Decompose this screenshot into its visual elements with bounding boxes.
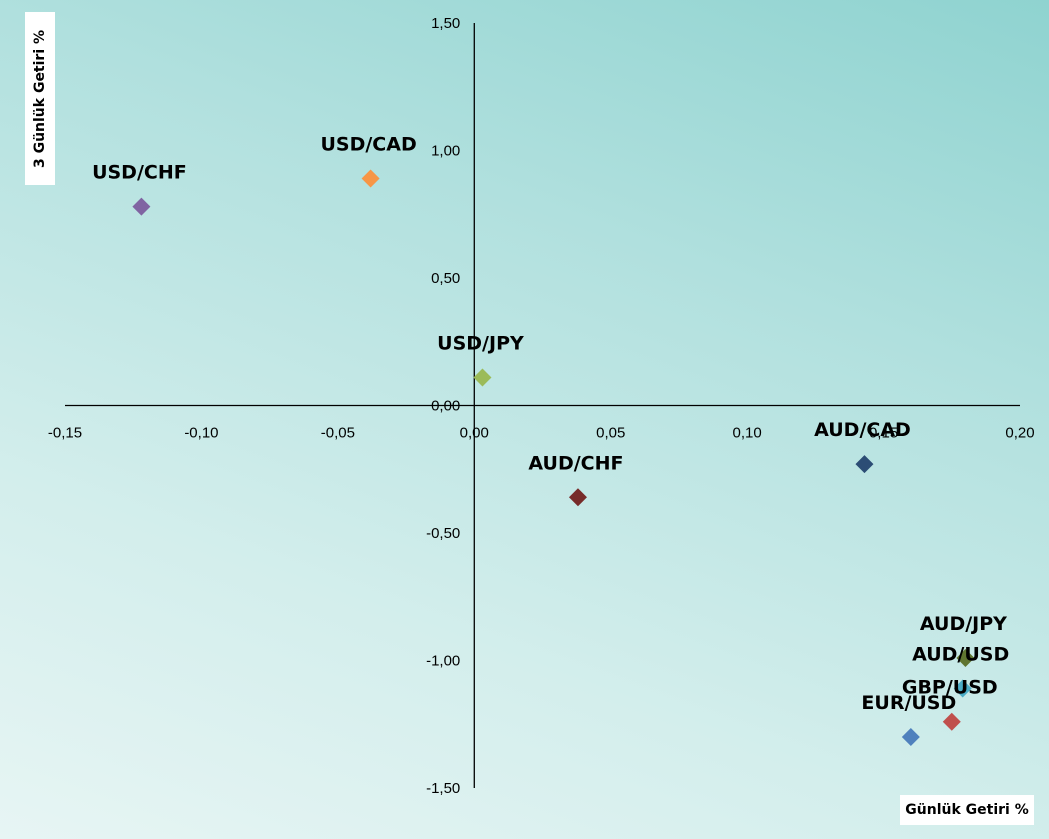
x-tick-label: 0,15 xyxy=(869,425,898,442)
y-tick-label: 0,00 xyxy=(431,398,460,415)
y-tick-label: -1,50 xyxy=(426,780,460,797)
x-tick-label: 0,10 xyxy=(733,425,762,442)
data-label: GBP/USD xyxy=(902,677,998,699)
data-label: AUD/CHF xyxy=(528,452,623,474)
y-tick-label: -0,50 xyxy=(426,525,460,542)
x-tick-label: -0,05 xyxy=(321,425,355,442)
data-point xyxy=(473,368,492,387)
data-point xyxy=(901,728,920,746)
data-label: AUD/CAD xyxy=(814,419,911,441)
data-points xyxy=(132,169,975,746)
axes xyxy=(65,23,1020,788)
data-point xyxy=(568,488,587,507)
y-axis-title: 3 Günlük Getiri % xyxy=(32,29,48,168)
data-point xyxy=(361,169,380,188)
data-label: USD/CAD xyxy=(320,134,416,156)
x-tick-label: 0,20 xyxy=(1005,425,1034,442)
x-tick-label: -0,15 xyxy=(48,425,82,442)
x-tick-label: 0,05 xyxy=(596,425,625,442)
x-axis-title: Günlük Getiri % xyxy=(905,802,1029,818)
data-label: USD/CHF xyxy=(92,162,187,184)
data-label: EUR/USD xyxy=(861,692,956,714)
data-point xyxy=(132,197,151,216)
y-tick-label: -1,00 xyxy=(426,653,460,670)
x-axis-title-box: Günlük Getiri % xyxy=(900,795,1034,825)
data-point xyxy=(953,679,972,698)
data-point xyxy=(956,648,975,667)
x-tick-label: 0,00 xyxy=(460,425,489,442)
data-point xyxy=(855,455,874,474)
data-labels: USD/CHF USD/CAD USD/JPY AUD/CHF AUD/CAD AUD/J… xyxy=(92,134,1009,714)
data-point xyxy=(942,712,961,731)
data-label: AUD/USD xyxy=(912,644,1009,666)
data-label: AUD/JPY xyxy=(920,613,1007,635)
y-axis-title-box: 3 Günlük Getiri % xyxy=(25,12,55,185)
tick-labels: -0,15 -0,10 -0,05 0,00 0,05 0,10 0,15 0,20 1,50 1… xyxy=(48,15,1035,797)
x-tick-label: -0,10 xyxy=(184,425,218,442)
y-tick-label: 1,00 xyxy=(431,143,460,160)
y-tick-label: 1,50 xyxy=(431,15,460,32)
y-tick-label: 0,50 xyxy=(431,270,460,287)
data-label: USD/JPY xyxy=(437,332,524,354)
